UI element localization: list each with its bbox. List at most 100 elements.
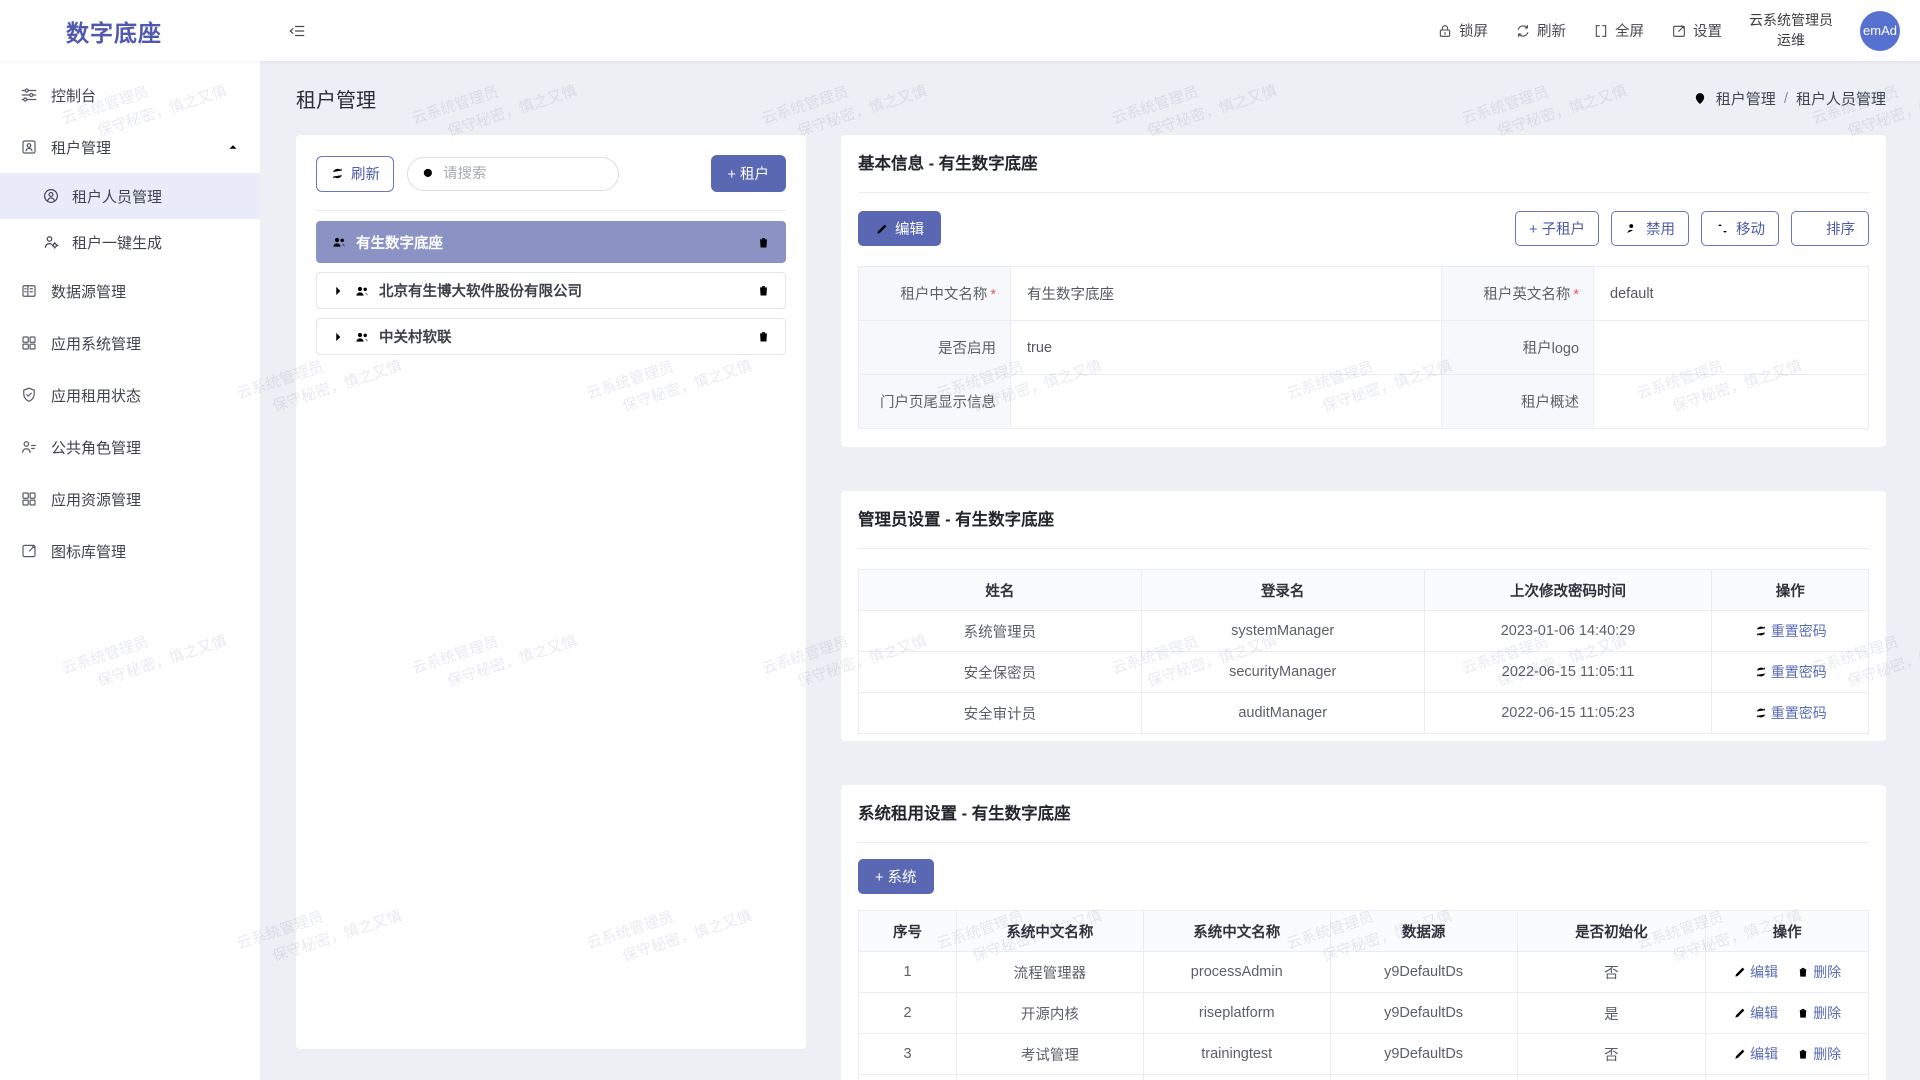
table-row: 租户中文名称 * 有生数字底座 租户英文名称 * default (858, 266, 1869, 321)
pencil-icon (1733, 965, 1747, 979)
delete-tenant-icon[interactable] (756, 283, 771, 298)
avatar[interactable]: emAd (1860, 10, 1900, 51)
pencil-icon (1733, 1006, 1747, 1020)
table-header-row: 姓名 登录名 上次修改密码时间 操作 (858, 569, 1869, 611)
tree-search-box (407, 156, 619, 191)
chevron-up-icon (226, 140, 240, 154)
search-icon (421, 166, 436, 181)
lock-screen-button[interactable]: 锁屏 (1437, 20, 1488, 41)
basic-info-table: 租户中文名称 * 有生数字底座 租户英文名称 * default 是否启用 true… (858, 266, 1869, 429)
system-toolbar: + 系统 (858, 859, 1869, 894)
field-value: 有生数字底座 (1009, 266, 1443, 321)
chevron-right-icon[interactable] (331, 284, 345, 298)
field-label: 租户英文名称 * (1441, 266, 1595, 321)
people-icon (354, 329, 370, 345)
tree-toolbar: 刷新 + 租户 (316, 155, 786, 211)
table-row: 安全保密员 securityManager 2022-06-15 11:05:1… (858, 651, 1869, 693)
disable-tenant-button[interactable]: 禁用 (1611, 211, 1689, 246)
sidebar: 控制台 租户管理 租户人员管理 租户一键生成 数据源管理 应用系统管理 应用租用… (0, 61, 260, 1080)
table-row: 安全审计员 auditManager 2022-06-15 11:05:23 重… (858, 692, 1869, 734)
refresh-icon (330, 166, 345, 181)
chevron-right-icon[interactable] (331, 330, 345, 344)
main-content: 租户管理 租户管理 / 租户人员管理 刷新 (260, 61, 1920, 1080)
sidebar-collapse-button[interactable] (288, 22, 306, 40)
delete-tenant-icon[interactable] (756, 329, 771, 344)
refresh-icon (1754, 665, 1768, 679)
tenant-management-icon (20, 138, 38, 156)
field-label: 门户页尾显示信息 (858, 374, 1011, 429)
breadcrumb-current: 租户人员管理 (1795, 90, 1886, 108)
refresh-icon (1754, 624, 1768, 638)
system-tenancy-title: 系统租用设置 - 有生数字底座 (858, 785, 1869, 843)
table-row: 1 流程管理器 processAdmin y9DefaultDs 否 编辑 删除 (858, 951, 1869, 993)
field-value (1009, 374, 1443, 429)
user-list-icon (20, 438, 38, 456)
people-icon (331, 234, 347, 250)
delete-system-link[interactable]: 删除 (1796, 1044, 1841, 1064)
move-arrows-icon (1715, 221, 1730, 236)
user-gear-icon (42, 233, 60, 251)
settings-button[interactable]: 设置 (1671, 20, 1722, 41)
resource-grid-icon (20, 490, 38, 508)
people-icon (354, 283, 370, 299)
edit-system-link[interactable]: 编辑 (1733, 962, 1778, 982)
sidebar-item-app-rent-status[interactable]: 应用租用状态 (0, 369, 260, 421)
basic-info-title: 基本信息 - 有生数字底座 (858, 135, 1869, 193)
field-value: true (1009, 320, 1443, 375)
admin-settings-title: 管理员设置 - 有生数字底座 (858, 491, 1869, 549)
current-user-info: 云系统管理员 运维 (1749, 11, 1833, 48)
sort-tenant-button[interactable]: 排序 (1791, 211, 1869, 246)
edit-system-link[interactable]: 编辑 (1733, 1003, 1778, 1023)
basic-info-card: 基本信息 - 有生数字底座 编辑 + 子租户 禁用 (841, 135, 1886, 447)
shield-check-icon (20, 386, 38, 404)
fullscreen-button[interactable]: 全屏 (1593, 20, 1644, 41)
add-subtenant-button[interactable]: + 子租户 (1515, 211, 1599, 246)
sidebar-item-icon-library-management[interactable]: 图标库管理 (0, 525, 260, 577)
delete-system-link[interactable]: 删除 (1796, 1003, 1841, 1023)
tenant-action-buttons: + 子租户 禁用 移动 排序 (1515, 211, 1869, 246)
refresh-icon (1515, 23, 1531, 39)
system-table: 序号 系统中文名称 系统中文名称 数据源 是否初始化 操作 1 流程管理器 pr… (858, 910, 1869, 1080)
reset-password-link[interactable]: 重置密码 (1754, 621, 1827, 641)
lock-icon (1437, 23, 1453, 39)
tenant-tree-panel: 刷新 + 租户 有生数字底座 (296, 135, 806, 1049)
sidebar-item-app-system-management[interactable]: 应用系统管理 (0, 317, 260, 369)
tree-item-tenant[interactable]: 中关村软联 (316, 318, 786, 355)
field-value (1593, 320, 1869, 375)
sidebar-item-app-resource-management[interactable]: 应用资源管理 (0, 473, 260, 525)
app-logo: 数字底座 (66, 19, 162, 46)
page-header: 租户管理 租户管理 / 租户人员管理 (296, 61, 1886, 135)
sidebar-item-tenant-one-click-generate[interactable]: 租户一键生成 (0, 219, 260, 265)
refresh-icon (1754, 706, 1768, 720)
sidebar-item-public-role-management[interactable]: 公共角色管理 (0, 421, 260, 473)
tree-item-tenant[interactable]: 北京有生博大软件股份有限公司 (316, 272, 786, 309)
tree-refresh-button[interactable]: 刷新 (316, 155, 394, 192)
edit-system-link[interactable]: 编辑 (1733, 1044, 1778, 1064)
add-tenant-button[interactable]: + 租户 (710, 155, 786, 192)
app-grid-icon (20, 334, 38, 352)
sidebar-item-tenant-person-management[interactable]: 租户人员管理 (0, 173, 260, 219)
edit-button[interactable]: 编辑 (858, 211, 941, 246)
reset-password-link[interactable]: 重置密码 (1754, 703, 1827, 723)
sidebar-item-datasource-management[interactable]: 数据源管理 (0, 265, 260, 317)
reset-password-link[interactable]: 重置密码 (1754, 662, 1827, 682)
breadcrumb-root[interactable]: 租户管理 (1715, 90, 1776, 108)
user-circle-icon (42, 187, 60, 205)
refresh-button[interactable]: 刷新 (1515, 20, 1566, 41)
fullscreen-icon (1593, 23, 1609, 39)
field-value (1593, 374, 1869, 429)
trash-icon (1796, 1047, 1810, 1061)
sidebar-item-tenant-management[interactable]: 租户管理 (0, 121, 260, 173)
field-label: 租户中文名称 * (858, 266, 1011, 321)
sort-lines-icon (1805, 221, 1820, 236)
tree-search-input[interactable] (443, 165, 593, 182)
tree-item-root-tenant[interactable]: 有生数字底座 (316, 221, 786, 263)
detail-column: 基本信息 - 有生数字底座 编辑 + 子租户 禁用 (841, 135, 1886, 1080)
header-actions: 锁屏 刷新 全屏 设置 云系统管理员 运维 emAd (1437, 10, 1920, 51)
delete-system-link[interactable]: 删除 (1796, 962, 1841, 982)
delete-tenant-icon[interactable] (756, 235, 771, 250)
sidebar-item-console[interactable]: 控制台 (0, 69, 260, 121)
user-x-icon (1625, 221, 1640, 236)
move-tenant-button[interactable]: 移动 (1701, 211, 1779, 246)
add-system-button[interactable]: + 系统 (858, 859, 934, 894)
